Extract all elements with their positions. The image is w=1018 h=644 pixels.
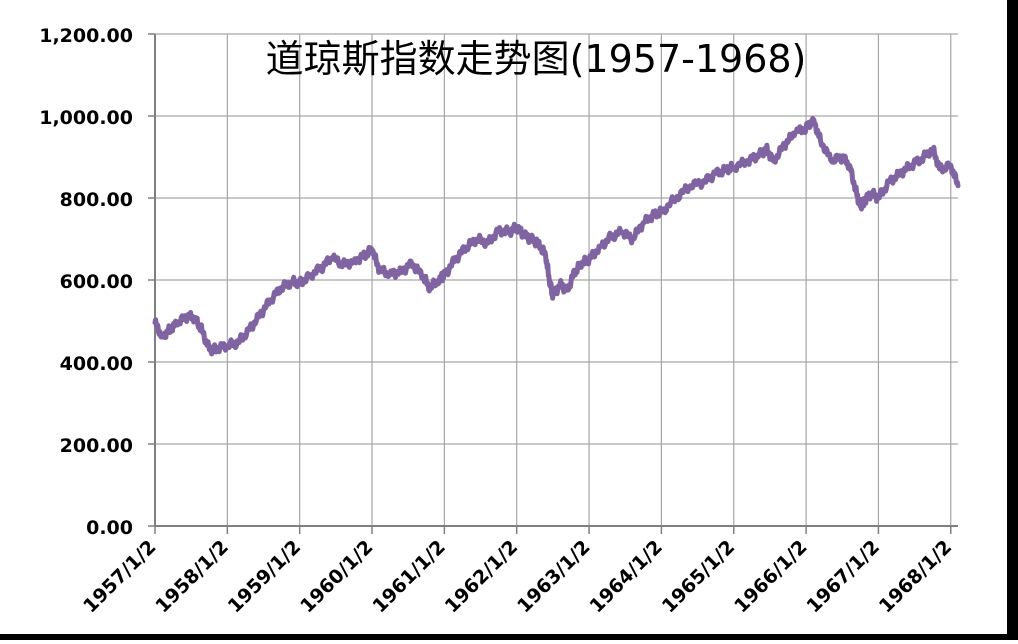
x-tick-label: 1964/1/2 bbox=[585, 536, 666, 617]
x-tick-label: 1968/1/2 bbox=[875, 536, 956, 617]
y-tick-label: 600.00 bbox=[60, 271, 133, 293]
frame-edge-right bbox=[1007, 0, 1018, 640]
x-tick-label: 1960/1/2 bbox=[296, 536, 377, 617]
y-tick-label: 800.00 bbox=[60, 189, 133, 211]
x-tick-label: 1959/1/2 bbox=[224, 536, 305, 617]
x-tick-label: 1965/1/2 bbox=[658, 536, 739, 617]
x-tick-label: 1958/1/2 bbox=[151, 536, 232, 617]
series-line bbox=[152, 116, 961, 357]
series-group bbox=[152, 116, 961, 357]
x-tick-label: 1963/1/2 bbox=[513, 536, 594, 617]
axes bbox=[154, 34, 958, 527]
y-tick-labels: 0.00 200.00 400.00 600.00 800.00 1,000.00 1,20… bbox=[39, 25, 133, 539]
x-tick-label: 1961/1/2 bbox=[368, 536, 449, 617]
x-tick-label: 1967/1/2 bbox=[802, 536, 883, 617]
x-tick-label: 1962/1/2 bbox=[441, 536, 522, 617]
x-tick-label: 1957/1/2 bbox=[79, 536, 160, 617]
chart-title: 道琼斯指数走势图(1957-1968) bbox=[266, 37, 807, 81]
y-tick-label: 0.00 bbox=[86, 517, 133, 539]
y-tick-label: 200.00 bbox=[60, 435, 133, 457]
y-tick-label: 400.00 bbox=[60, 353, 133, 375]
gridlines bbox=[148, 33, 958, 534]
x-tick-label: 1966/1/2 bbox=[730, 536, 811, 617]
y-tick-label: 1,200.00 bbox=[39, 25, 133, 47]
y-tick-label: 1,000.00 bbox=[39, 107, 133, 129]
x-tick-labels: 1957/1/21958/1/21959/1/21960/1/21961/1/2… bbox=[79, 536, 956, 617]
frame-edge-bottom bbox=[0, 634, 1018, 640]
